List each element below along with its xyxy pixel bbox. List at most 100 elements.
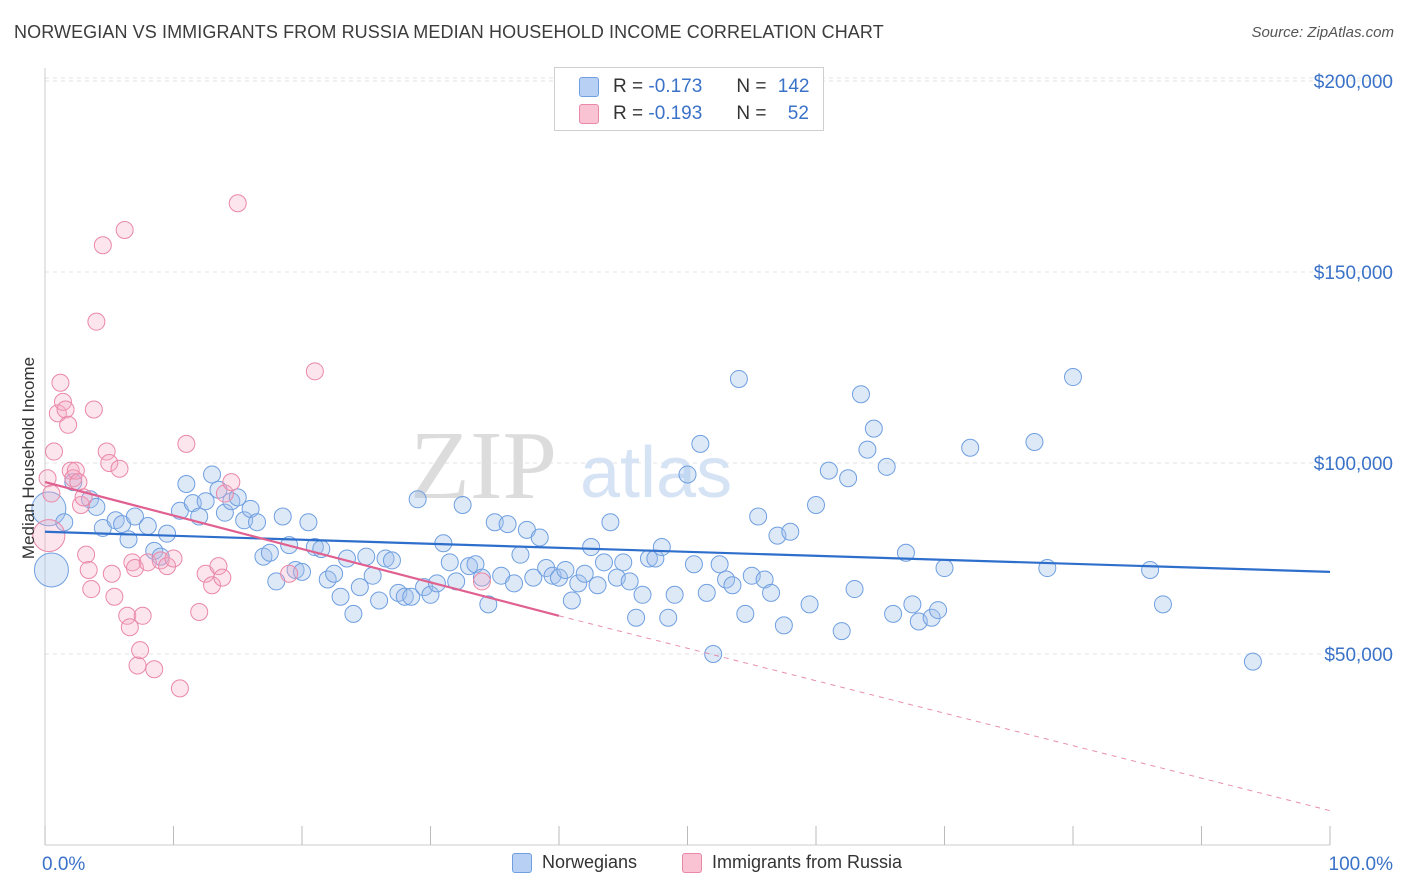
russia-point: [222, 473, 241, 492]
norwegian-point: [903, 595, 922, 614]
norwegian-point: [530, 528, 549, 547]
russia-point: [145, 660, 164, 679]
norwegian-point: [511, 545, 530, 564]
norwegian-point: [453, 496, 472, 515]
norwegian-point: [569, 574, 588, 593]
watermark-atlas: atlas: [580, 433, 732, 513]
russia-point: [177, 434, 196, 453]
norwegian-point: [697, 583, 716, 602]
series-russia: [32, 194, 491, 698]
russia-trendline: [44, 481, 560, 617]
norwegian-point: [627, 608, 646, 627]
norwegian-point: [678, 465, 697, 484]
russia-point: [66, 461, 85, 480]
y-tick-label: $150,000: [1314, 263, 1393, 284]
russia-point: [472, 572, 491, 591]
y-tick-label: $200,000: [1314, 72, 1393, 93]
russia-point: [56, 400, 75, 419]
x-tick-label: 0.0%: [42, 854, 85, 875]
russia-point: [51, 373, 70, 392]
y-axis-title: Median Household Income: [19, 357, 38, 559]
russia-point: [305, 362, 324, 381]
norwegian-point: [1243, 652, 1262, 671]
legend-swatch-norwegians: [579, 77, 599, 97]
norwegian-point: [710, 555, 729, 574]
norwegian-point: [601, 513, 620, 532]
norwegian-point: [575, 564, 594, 583]
bottom-legend-russia: Immigrants from Russia: [682, 852, 902, 873]
norwegian-point: [215, 503, 234, 522]
russia-point: [100, 454, 119, 472]
y-tick-label: $50,000: [1324, 645, 1393, 666]
chart-title: NORWEGIAN VS IMMIGRANTS FROM RUSSIA MEDI…: [14, 22, 884, 42]
russia-point: [105, 587, 124, 606]
norwegian-point: [370, 591, 389, 610]
russia-point: [190, 602, 209, 621]
russia-point: [215, 484, 234, 503]
russia-point: [69, 473, 88, 492]
legend-n-value: 142: [777, 76, 810, 97]
russia-trendline-extension: [558, 615, 1331, 812]
russia-point: [79, 560, 98, 579]
norwegian-point: [851, 385, 870, 404]
norwegian-point: [196, 492, 215, 511]
russia-point: [38, 469, 57, 488]
norwegian-point: [896, 543, 915, 562]
norwegian-point: [325, 564, 344, 583]
russia-point: [213, 568, 232, 587]
legend-r-label: R =: [613, 76, 644, 97]
norwegian-point: [33, 552, 69, 588]
russia-point: [133, 606, 152, 625]
legend-r-label: R =: [613, 103, 644, 124]
norwegian-point: [659, 608, 678, 627]
russia-point: [128, 656, 147, 675]
norwegian-point: [87, 497, 106, 516]
russia-point: [280, 564, 299, 583]
norwegian-point: [376, 549, 395, 568]
russia-point: [158, 557, 177, 576]
norwegian-point: [1025, 432, 1044, 451]
legend-n-label: N =: [736, 103, 767, 124]
norwegian-point: [1064, 368, 1082, 387]
norwegian-point: [588, 576, 607, 595]
norwegian-point: [1153, 595, 1172, 614]
trendlines: [44, 481, 1331, 812]
russia-point: [228, 194, 247, 213]
norwegian-point: [203, 465, 222, 484]
norwegian-point: [736, 604, 755, 623]
bottom-legend-swatch-norwegians: [512, 852, 532, 873]
russia-point: [42, 484, 61, 503]
russia-point: [120, 618, 139, 637]
russia-point: [209, 557, 228, 576]
norwegian-point: [550, 568, 568, 587]
legend-row-norwegians: R = -0.173 N = 142: [579, 74, 809, 100]
norwegian-point: [472, 568, 491, 587]
norwegian-point: [357, 547, 376, 566]
norwegian-point: [691, 434, 710, 453]
norwegian-point: [877, 457, 896, 476]
norwegian-point: [864, 419, 883, 438]
source-label: Source: ZipAtlas.com: [1251, 24, 1394, 41]
legend-n-value: 52: [787, 103, 809, 124]
norwegian-point: [350, 578, 369, 597]
stats-legend: R = -0.173 N = 142 R = -0.193 N = 52: [554, 67, 824, 131]
norwegian-point: [652, 538, 671, 557]
series-norwegians: [31, 368, 1262, 671]
norwegian-point: [665, 585, 684, 604]
norwegian-point: [125, 507, 144, 526]
norwegian-point: [762, 583, 781, 602]
norwegian-point: [498, 515, 517, 534]
legend-swatch-russia: [579, 104, 599, 124]
norwegian-point: [832, 622, 851, 641]
norwegian-point: [774, 616, 793, 635]
norwegian-point: [64, 473, 83, 492]
norwegian-point: [704, 645, 723, 663]
norwegian-point: [684, 555, 703, 574]
russia-point: [77, 545, 96, 564]
norwegian-point: [800, 595, 819, 614]
norwegian-point: [582, 538, 601, 557]
norwegian-point: [177, 475, 196, 494]
russia-point: [115, 220, 134, 239]
y-tick-label: $100,000: [1314, 454, 1393, 475]
norwegian-point: [524, 568, 543, 587]
